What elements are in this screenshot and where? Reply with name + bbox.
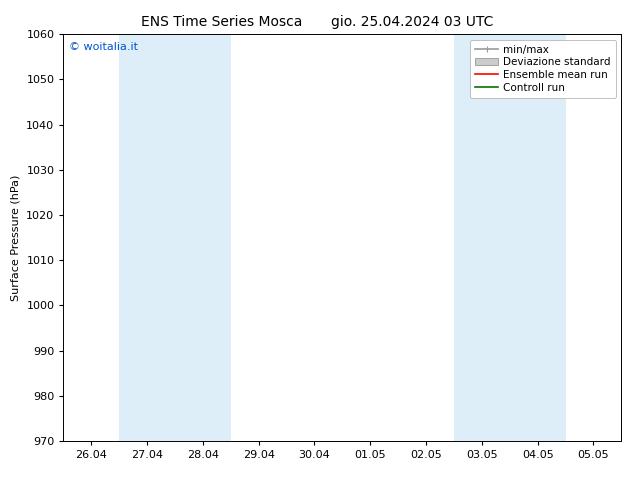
Text: ENS Time Series Mosca: ENS Time Series Mosca [141,15,302,29]
Bar [119,34,231,441]
Y-axis label: Surface Pressure (hPa): Surface Pressure (hPa) [11,174,21,301]
Text: gio. 25.04.2024 03 UTC: gio. 25.04.2024 03 UTC [331,15,493,29]
Text: © woitalia.it: © woitalia.it [69,43,138,52]
Bar [454,34,566,441]
Legend: min/max, Deviazione standard, Ensemble mean run, Controll run: min/max, Deviazione standard, Ensemble m… [470,40,616,98]
